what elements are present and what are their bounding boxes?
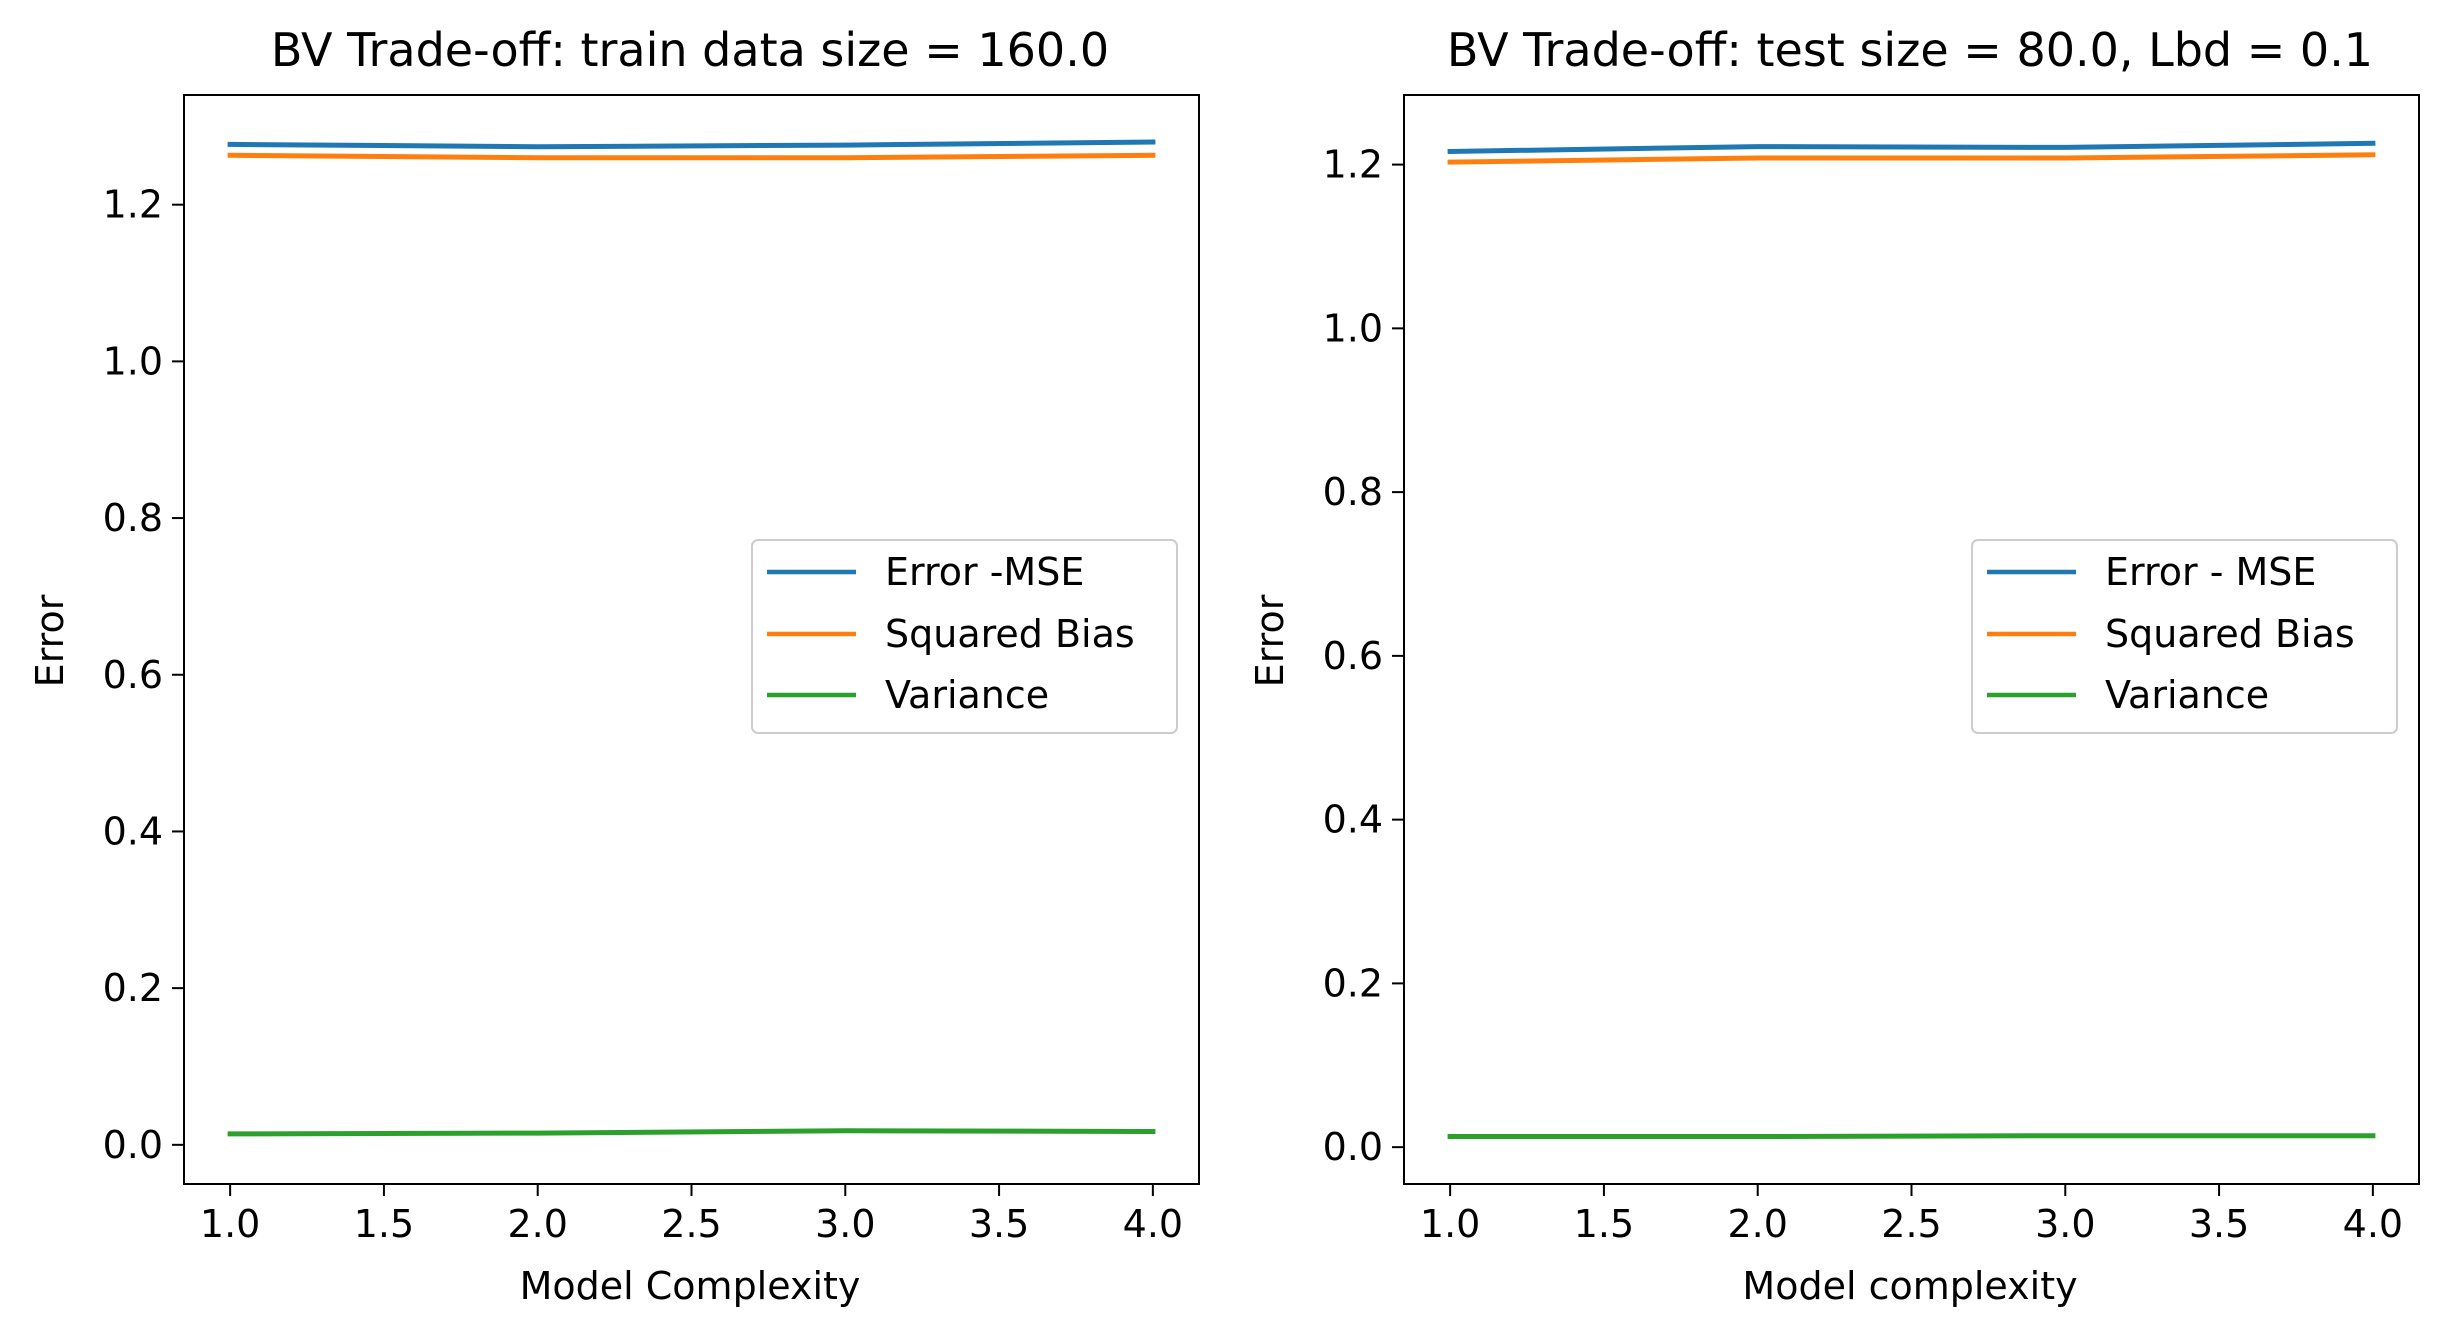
x-tick-label: 3.0 <box>2035 1202 2095 1246</box>
x-axis-label: Model complexity <box>1742 1264 2077 1308</box>
y-axis-label: Error <box>1248 594 1292 687</box>
x-tick-label: 2.0 <box>1727 1202 1787 1246</box>
axis-ticks: 1.0 1.5 2.0 2.5 3.0 3.5 4.0 0.0 0.2 0.4 0.6 0.8 1.0 1… <box>1323 143 2404 1246</box>
legend-label: Error - MSE <box>2105 550 2316 594</box>
legend-label: Variance <box>885 673 1049 717</box>
series-line <box>1447 1133 2376 1139</box>
y-tick-label: 1.2 <box>103 183 163 227</box>
series-line <box>227 139 1156 150</box>
y-tick-label: 0.2 <box>103 966 163 1010</box>
plot-lines <box>227 139 1156 1137</box>
series-line <box>1447 152 2376 165</box>
x-tick-label: 1.0 <box>200 1202 260 1246</box>
legend-frame <box>751 539 1178 734</box>
x-tick-label: 4.0 <box>2343 1202 2403 1246</box>
x-tick-label: 3.0 <box>815 1202 875 1246</box>
x-tick-label: 3.5 <box>969 1202 1029 1246</box>
y-tick-label: 0.4 <box>103 809 163 853</box>
y-tick-label: 0.2 <box>1323 961 1383 1005</box>
y-axis-label: Error <box>28 594 72 687</box>
legend: Error -MSE Squared Bias Variance <box>751 539 1178 734</box>
series-line <box>227 1128 1156 1137</box>
x-tick-label: 2.5 <box>661 1202 721 1246</box>
chart-right: BV Trade-off: test size = 80.0, Lbd = 0.… <box>1248 23 2420 1308</box>
plot-lines <box>1447 140 2376 1139</box>
y-tick-label: 1.0 <box>103 339 163 383</box>
x-tick-label: 2.0 <box>507 1202 567 1246</box>
legend-label: Error -MSE <box>885 550 1084 594</box>
axis-ticks: 1.0 1.5 2.0 2.5 3.0 3.5 4.0 0.0 0.2 0.4 0.6 0.8 1.0 1… <box>103 183 1184 1246</box>
x-axis-label: Model Complexity <box>520 1264 861 1308</box>
y-tick-label: 0.0 <box>1323 1125 1383 1169</box>
x-tick-label: 2.5 <box>1881 1202 1941 1246</box>
x-tick-label: 3.5 <box>2189 1202 2249 1246</box>
legend-label: Squared Bias <box>2105 612 2355 656</box>
y-tick-label: 1.2 <box>1323 143 1383 187</box>
y-tick-label: 0.8 <box>1323 470 1383 514</box>
chart-left: BV Trade-off: train data size = 160.0 Mo… <box>28 23 1200 1308</box>
y-tick-label: 0.6 <box>1323 634 1383 678</box>
x-tick-label: 1.5 <box>354 1202 414 1246</box>
axes-frame <box>183 94 1200 1185</box>
x-tick-label: 4.0 <box>1123 1202 1183 1246</box>
x-tick-label: 1.5 <box>1574 1202 1634 1246</box>
legend-label: Squared Bias <box>885 612 1135 656</box>
y-tick-label: 0.8 <box>103 496 163 540</box>
y-tick-label: 0.0 <box>103 1123 163 1167</box>
legend-label: Variance <box>2105 673 2269 717</box>
y-tick-label: 0.6 <box>103 653 163 697</box>
series-line <box>227 152 1156 161</box>
axes-frame <box>1403 94 2420 1185</box>
legend: Error - MSE Squared Bias Variance <box>1971 539 2398 734</box>
chart-title: BV Trade-off: test size = 80.0, Lbd = 0.… <box>1447 23 2373 77</box>
y-tick-label: 1.0 <box>1323 306 1383 350</box>
x-tick-label: 1.0 <box>1420 1202 1480 1246</box>
y-tick-label: 0.4 <box>1323 798 1383 842</box>
chart-title: BV Trade-off: train data size = 160.0 <box>271 23 1109 77</box>
legend-frame <box>1971 539 2398 734</box>
series-line <box>1447 140 2376 155</box>
